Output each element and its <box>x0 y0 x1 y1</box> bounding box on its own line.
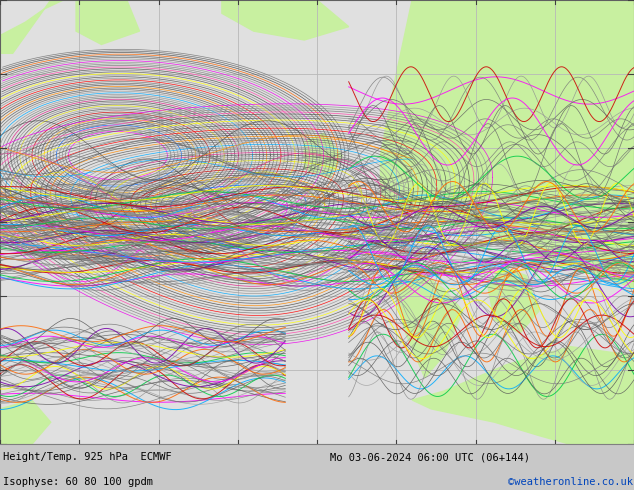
Polygon shape <box>380 0 634 289</box>
Text: Mo 03-06-2024 06:00 UTC (06+144): Mo 03-06-2024 06:00 UTC (06+144) <box>330 452 529 462</box>
Text: Height/Temp. 925 hPa  ECMWF: Height/Temp. 925 hPa ECMWF <box>3 452 172 462</box>
Polygon shape <box>393 267 463 378</box>
Text: ©weatheronline.co.uk: ©weatheronline.co.uk <box>508 477 633 487</box>
Polygon shape <box>76 0 139 45</box>
Polygon shape <box>222 0 349 40</box>
Polygon shape <box>488 267 539 333</box>
Polygon shape <box>412 346 634 444</box>
Text: Isophyse: 60 80 100 gpdm: Isophyse: 60 80 100 gpdm <box>3 477 153 487</box>
Polygon shape <box>304 133 342 178</box>
Polygon shape <box>0 400 51 444</box>
Polygon shape <box>0 0 63 53</box>
